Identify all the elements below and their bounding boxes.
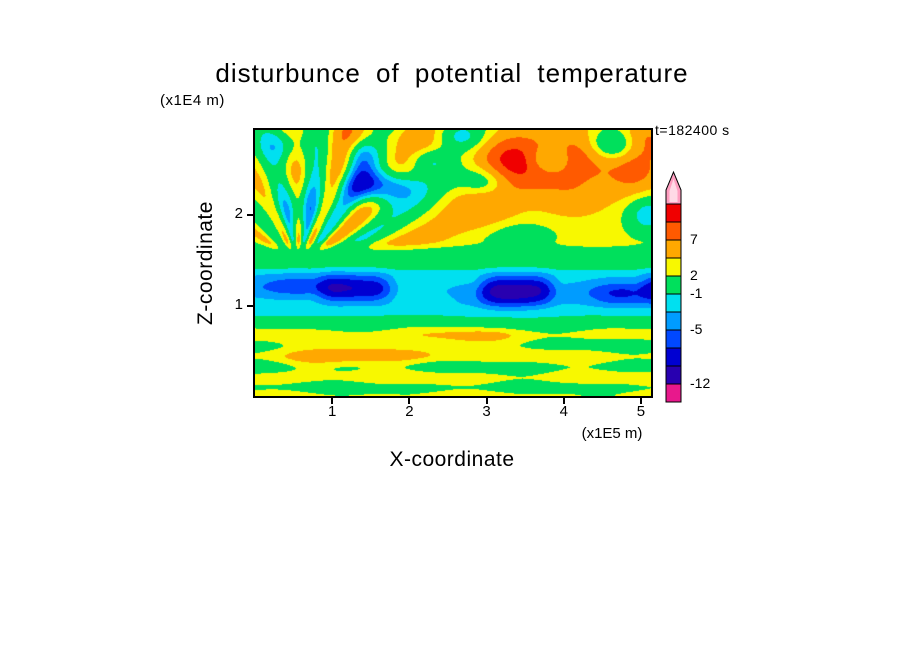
colorbar-segment [665, 275, 682, 295]
colorbar-segment [665, 221, 682, 241]
colorbar-label: -1 [690, 285, 703, 301]
x-tick-label: 2 [405, 403, 414, 420]
colorbar-segment [665, 383, 682, 403]
colorbar-label: 7 [690, 231, 698, 247]
x-tick-mark [485, 398, 488, 404]
x-tick-label: 1 [328, 403, 337, 420]
chart-title: disturbunce of potential temperature [215, 58, 689, 88]
x-tick-label: 4 [559, 403, 568, 420]
colorbar-arrow-tip [669, 179, 678, 202]
x-tick-mark [562, 398, 565, 404]
colorbar-segment [665, 257, 682, 277]
colorbar-label: -12 [690, 375, 711, 391]
x-axis-title: X-coordinate [389, 448, 515, 471]
x-tick-mark [639, 398, 642, 404]
time-annotation: t=182400 s [655, 122, 730, 138]
colorbar [665, 170, 682, 403]
colorbar-label: -5 [690, 321, 703, 337]
colorbar-segment [665, 239, 682, 259]
colorbar-segment [665, 311, 682, 331]
colorbar-segment [665, 365, 682, 385]
x-tick-label: 3 [482, 403, 491, 420]
y-tick-label: 2 [234, 205, 243, 223]
y-tick-label: 1 [234, 295, 243, 313]
x-axis-unit-label: (x1E5 m) [581, 425, 643, 442]
y-tick-mark [247, 214, 253, 217]
plot-area [253, 128, 653, 398]
x-tick-label: 5 [636, 403, 646, 420]
x-tick-mark [408, 398, 411, 404]
colorbar-label: 2 [690, 267, 698, 283]
y-tick-mark [247, 304, 253, 307]
colorbar-segment [665, 203, 682, 223]
contour-canvas [255, 130, 651, 396]
x-tick-mark [331, 398, 334, 404]
colorbar-segment [665, 329, 682, 349]
y-axis-unit-label: (x1E4 m) [160, 92, 225, 109]
colorbar-segment [665, 347, 682, 367]
colorbar-segment [665, 293, 682, 313]
